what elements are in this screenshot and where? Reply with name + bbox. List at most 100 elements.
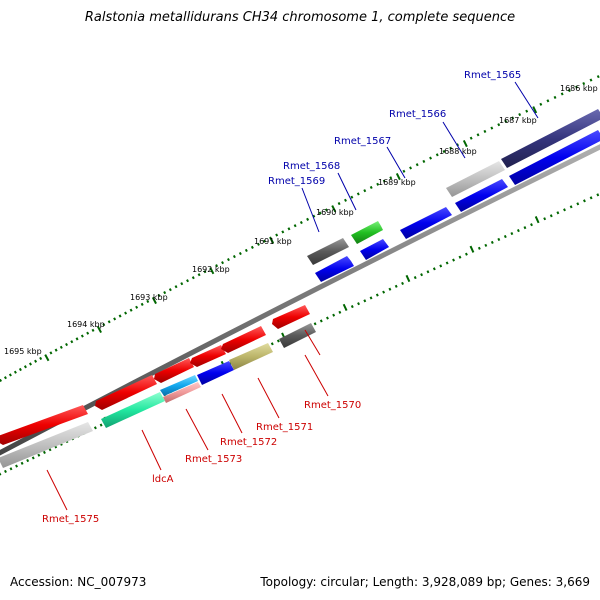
backbone-arc (0, 144, 600, 456)
tick-mark (70, 340, 74, 344)
tick-mark (576, 202, 580, 206)
tick-mark (312, 214, 316, 218)
leader-lines (46, 81, 539, 511)
tick-mark (299, 220, 303, 225)
gene-rmet-1572a[interactable] (190, 345, 226, 367)
gene-rmet-1567[interactable] (351, 221, 383, 244)
tick-mark (369, 185, 373, 190)
gene-rmet-1569[interactable] (315, 256, 354, 282)
tick-mark (209, 267, 215, 275)
tick-mark (426, 270, 430, 274)
label-rmet-1573: Rmet_1573 (185, 454, 242, 465)
gene-rmet-1570[interactable] (279, 323, 316, 348)
leader-rmet-1568 (337, 172, 357, 211)
tick-mark (174, 285, 178, 289)
tick-mark (415, 163, 419, 167)
leader-rmet-1565 (514, 81, 539, 119)
label-rmet-1567: Rmet_1567 (334, 136, 391, 147)
tick-mark (518, 112, 522, 117)
ruler-label: 1687 kbp (499, 116, 537, 125)
ruler-labels: 1686 kbp 1687 kbp 1688 kbp 1689 kbp 1690… (4, 84, 598, 356)
tick-mark (99, 423, 103, 427)
tick-mark (504, 119, 508, 123)
tick-mark (589, 78, 593, 82)
label-rmet-1570: Rmet_1570 (304, 400, 361, 411)
tick-mark (65, 342, 69, 347)
gene-rmet-1575[interactable] (0, 405, 88, 445)
tick-mark (534, 216, 540, 224)
tick-mark (401, 281, 404, 285)
tick-mark (93, 426, 97, 430)
tick-mark (420, 273, 424, 277)
tick-mark (215, 264, 219, 268)
tick-mark (15, 464, 18, 468)
tick-mark (107, 320, 111, 324)
tick-mark (511, 116, 515, 120)
gene-rmet-1570a[interactable] (272, 305, 310, 329)
tick-mark (256, 242, 260, 246)
gene-forward-blue-1[interactable] (455, 179, 508, 212)
forward-strand (307, 109, 600, 282)
gene-rmet-1572[interactable] (197, 361, 234, 385)
gene-rmet-1573a[interactable] (154, 358, 194, 383)
leader-rmet-1570b (304, 354, 329, 397)
tick-mark (395, 172, 401, 181)
tick-mark (357, 302, 360, 306)
gene-ldca-b[interactable] (101, 392, 165, 428)
gene-ldca[interactable] (95, 375, 157, 410)
tick-mark (221, 261, 225, 265)
gene-rmet-1565b[interactable] (509, 130, 600, 185)
gene-rmet-1565[interactable] (501, 109, 600, 168)
gene-forward-blue-2[interactable] (400, 207, 452, 239)
tick-mark (186, 279, 189, 283)
reverse-strand (0, 305, 316, 468)
tick-mark (86, 331, 90, 335)
tick-mark (382, 179, 386, 183)
ruler-label: 1692 kbp (192, 265, 230, 274)
gene-rmet-1573b[interactable] (163, 382, 201, 403)
tick-mark (376, 182, 380, 186)
gene-rmet-1571[interactable] (229, 343, 273, 370)
tick-mark (180, 282, 184, 286)
gene-rmet-1566[interactable] (446, 161, 505, 197)
tick-mark (91, 328, 95, 332)
gene-rmet-1573[interactable] (160, 375, 198, 396)
ruler-label: 1695 kbp (4, 347, 42, 356)
tick-mark (497, 123, 501, 127)
gene-forward-blue-3[interactable] (360, 239, 389, 260)
tick-mark (4, 469, 7, 474)
tick-mark (146, 299, 150, 304)
tick-mark (118, 314, 122, 318)
tick-mark (560, 92, 564, 96)
leader-rmet-1571 (257, 377, 280, 419)
tick-mark (476, 133, 480, 137)
gene-rmet-1571a[interactable] (221, 326, 266, 353)
tick-mark (276, 339, 280, 343)
tick-mark (342, 303, 348, 312)
tick-mark (113, 317, 117, 321)
tick-mark (582, 82, 586, 86)
tick-mark (553, 95, 557, 99)
tick-mark (9, 467, 13, 471)
tick-mark (532, 106, 538, 114)
tick-mark (458, 255, 462, 259)
tick-mark (563, 208, 566, 212)
tick-mark (543, 217, 547, 221)
label-rmet-1572: Rmet_1572 (220, 437, 277, 448)
tick-mark (0, 378, 2, 382)
gene-rmet-1575b[interactable] (0, 422, 93, 468)
gene-rmet-1568[interactable] (307, 238, 349, 265)
tick-mark (42, 450, 46, 455)
tick-mark (49, 351, 53, 355)
tick-mark (350, 195, 354, 199)
tick-mark (503, 234, 507, 239)
tick-mark (490, 126, 494, 130)
leader-rmet-1573 (185, 408, 209, 451)
label-rmet-1566: Rmet_1566 (389, 109, 446, 120)
tick-mark (168, 288, 172, 292)
leader-rmet-1575 (46, 469, 68, 511)
tick-mark (388, 287, 392, 291)
tick-mark (363, 299, 367, 303)
tick-mark (26, 459, 30, 463)
tick-mark (363, 189, 367, 193)
